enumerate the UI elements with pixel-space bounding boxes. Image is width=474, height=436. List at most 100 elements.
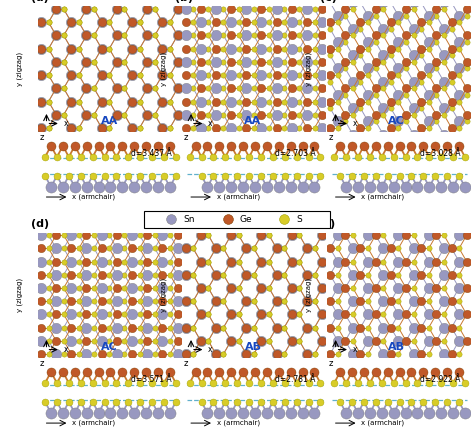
Point <box>60 311 67 318</box>
Point <box>334 284 341 291</box>
Point <box>174 232 182 238</box>
Point <box>219 45 227 52</box>
Point <box>303 124 311 131</box>
Point <box>90 85 98 92</box>
Point <box>440 232 448 238</box>
Point <box>242 124 250 131</box>
Point <box>402 284 410 291</box>
Point <box>288 284 296 291</box>
Point <box>341 337 349 344</box>
Point <box>166 124 174 131</box>
Point <box>379 324 387 331</box>
Point <box>136 284 144 291</box>
Point <box>52 111 60 118</box>
Point <box>456 232 463 238</box>
Point <box>67 324 75 331</box>
Point <box>265 311 273 318</box>
Point <box>311 98 319 105</box>
Point <box>379 131 387 138</box>
Point <box>82 6 90 13</box>
Point <box>121 6 128 13</box>
Point <box>448 271 456 278</box>
Point <box>136 311 144 318</box>
Point <box>250 111 258 118</box>
Point <box>67 72 75 78</box>
Point <box>82 311 90 318</box>
Point <box>219 324 227 331</box>
Point <box>113 245 121 252</box>
Point <box>98 72 105 78</box>
Point <box>204 258 212 265</box>
Point <box>433 92 440 99</box>
Point <box>372 65 379 72</box>
Point <box>448 245 456 252</box>
Point <box>144 58 151 65</box>
Point <box>273 271 281 278</box>
Point <box>235 98 242 105</box>
Point <box>311 271 319 278</box>
Point <box>174 111 182 118</box>
Point <box>37 337 45 344</box>
Point <box>166 19 174 26</box>
Point <box>456 311 463 318</box>
Point <box>136 298 144 305</box>
Point <box>410 85 418 92</box>
Point <box>219 298 227 305</box>
Point <box>281 6 288 13</box>
Point <box>136 337 144 344</box>
Point <box>349 111 356 118</box>
Point <box>52 284 60 291</box>
Point <box>60 6 67 13</box>
Point <box>204 32 212 39</box>
Point <box>418 324 425 331</box>
Point <box>219 351 227 358</box>
Point <box>182 45 189 52</box>
Point <box>288 6 296 13</box>
Point <box>463 337 471 344</box>
Point <box>273 85 281 92</box>
Point <box>197 284 204 291</box>
Point <box>136 232 144 238</box>
Point <box>219 245 227 252</box>
Point <box>128 19 136 26</box>
Point <box>265 311 273 318</box>
Text: AC: AC <box>101 342 118 352</box>
Point <box>440 111 448 118</box>
Point <box>402 39 410 46</box>
Point <box>433 337 440 344</box>
Point <box>273 98 281 105</box>
Point <box>379 298 387 305</box>
Point <box>197 85 204 92</box>
Point <box>128 351 136 358</box>
Point <box>326 298 334 305</box>
Point <box>45 298 52 305</box>
Point <box>402 118 410 125</box>
Point <box>250 271 258 278</box>
Point <box>394 19 402 26</box>
Point <box>67 311 75 318</box>
Point <box>418 78 425 85</box>
Point <box>174 111 182 118</box>
Point <box>113 271 121 278</box>
Point <box>364 98 372 105</box>
Point <box>379 32 387 39</box>
Point <box>394 337 402 344</box>
Point <box>372 258 379 265</box>
Point <box>448 131 456 138</box>
Point <box>258 124 265 131</box>
Point <box>379 245 387 252</box>
Point <box>174 85 182 92</box>
Point <box>197 311 204 318</box>
Point <box>235 232 242 238</box>
Point <box>341 65 349 72</box>
Point <box>326 45 334 52</box>
Point <box>98 124 105 131</box>
Point <box>456 92 463 99</box>
Point <box>113 32 121 39</box>
Point <box>349 258 356 265</box>
Point <box>387 271 394 278</box>
Point <box>334 19 341 26</box>
Point <box>311 351 319 358</box>
Point <box>364 19 372 26</box>
Point <box>67 124 75 131</box>
